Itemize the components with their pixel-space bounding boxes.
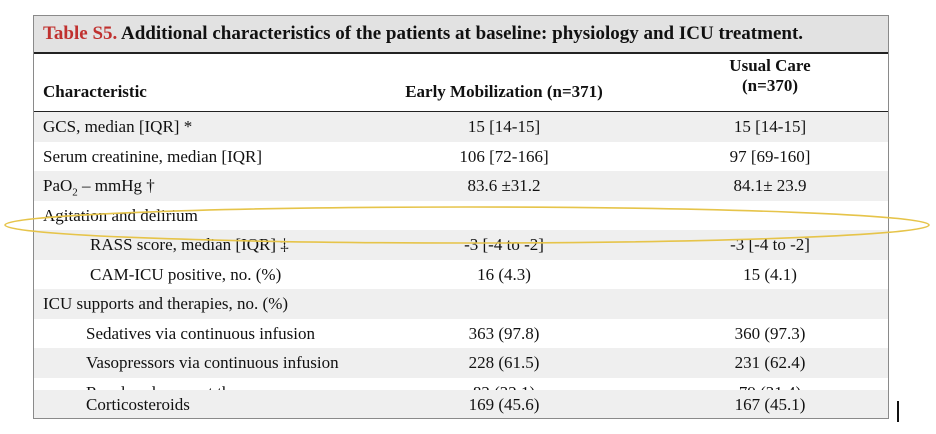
text-cursor	[897, 401, 899, 422]
row-label: CAM-ICU positive, no. (%)	[90, 264, 282, 284]
row-usual-value: 84.1± 23.9	[733, 176, 807, 195]
table-row-corticosteroids: Corticosteroids 169 (45.6) 167 (45.1)	[34, 390, 888, 418]
row-early-value: 83.6 ±31.2	[467, 176, 541, 195]
section-label: Agitation and delirium	[43, 205, 198, 225]
table-row-section-icu-supports: ICU supports and therapies, no. (%)	[34, 289, 888, 319]
row-early-value: 15 [14-15]	[467, 117, 541, 136]
table-row-vasopressors: Vasopressors via continuous infusion 228…	[34, 348, 888, 378]
table-header-row: Characteristic Early Mobilization (n=371…	[34, 54, 888, 112]
row-usual-value: 360 (97.3)	[734, 323, 806, 343]
header-usual-care-line2: (n=370)	[742, 76, 798, 95]
header-early-mobilization: Early Mobilization (n=371)	[405, 82, 603, 101]
row-label: Serum creatinine, median [IQR]	[43, 146, 263, 166]
row-label: RASS score, median [IQR] ‡	[90, 235, 289, 254]
row-label-sub: 2	[72, 186, 78, 199]
section-label: ICU supports and therapies, no. (%)	[43, 294, 289, 313]
table-row-gcs: GCS, median [IQR] * 15 [14-15] 15 [14-15…	[34, 112, 888, 142]
row-usual-value: 167 (45.1)	[734, 395, 806, 414]
header-usual-care: Usual Care (n=370)	[690, 56, 850, 96]
row-early-value: 16 (4.3)	[477, 264, 531, 284]
row-label: Corticosteroids	[86, 395, 190, 414]
row-usual-value: 231 (62.4)	[734, 353, 806, 372]
row-early-value: 228 (61.5)	[468, 353, 540, 372]
row-usual-value: 15 [14-15]	[733, 117, 807, 136]
table-row-rass: RASS score, median [IQR] ‡ -3 [-4 to -2]…	[34, 230, 888, 260]
row-label-post: – mmHg †	[77, 176, 155, 195]
row-label-pre: PaO	[43, 176, 73, 195]
table-row-cam-icu: CAM-ICU positive, no. (%) 16 (4.3) 15 (4…	[34, 260, 888, 290]
row-usual-value: -3 [-4 to -2]	[730, 235, 810, 254]
table-row-creatinine: Serum creatinine, median [IQR] 106 [72-1…	[34, 142, 888, 172]
row-usual-value: 15 (4.1)	[743, 264, 797, 284]
table-title-text: Additional characteristics of the patien…	[117, 23, 804, 44]
row-early-value: 363 (97.8)	[468, 323, 540, 343]
data-table: Table S5. Additional characteristics of …	[33, 15, 889, 419]
row-usual-value: 97 [69-160]	[729, 146, 811, 166]
row-early-value: -3 [-4 to -2]	[464, 235, 544, 254]
row-label: GCS, median [IQR] *	[43, 117, 193, 136]
table-title-label: Table S5.	[43, 23, 118, 44]
row-early-value: 106 [72-166]	[459, 146, 549, 166]
row-early-value: 169 (45.6)	[468, 395, 540, 414]
row-label: Vasopressors via continuous infusion	[86, 353, 339, 372]
row-label: PaO2 – mmHg †	[43, 171, 155, 207]
table-row-section-agitation: Agitation and delirium	[34, 201, 888, 231]
table-title: Table S5. Additional characteristics of …	[34, 16, 888, 54]
table-row-pao2: PaO2 – mmHg † 83.6 ±31.2 84.1± 23.9	[34, 171, 888, 201]
table-row-sedatives: Sedatives via continuous infusion 363 (9…	[34, 319, 888, 349]
row-label: Sedatives via continuous infusion	[86, 323, 316, 343]
header-characteristic: Characteristic	[43, 82, 147, 101]
header-usual-care-line1: Usual Care	[729, 56, 811, 75]
